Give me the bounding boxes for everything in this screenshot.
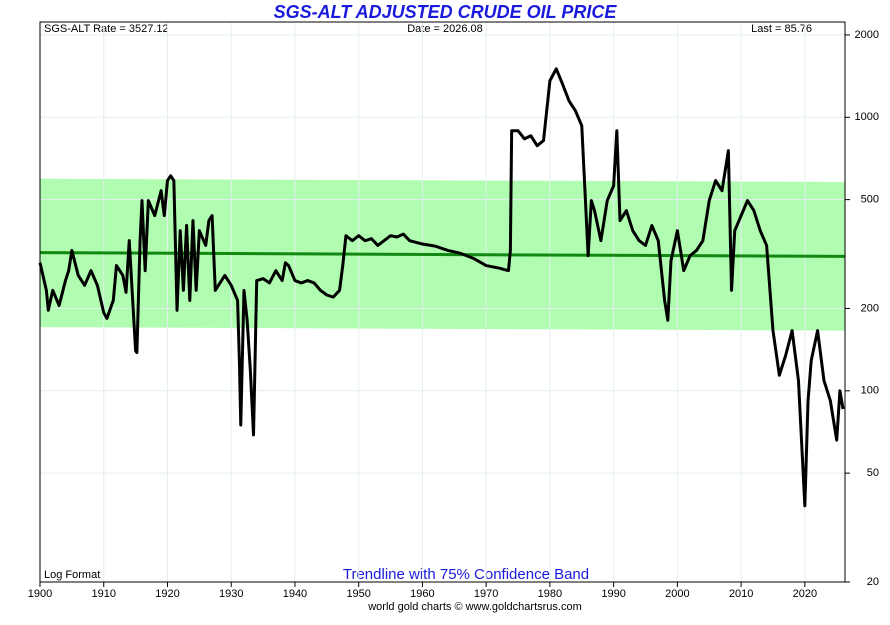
credit: world gold charts © www.goldchartsrus.co… (367, 601, 582, 613)
x-tick-label: 1930 (219, 588, 243, 600)
price-line (38, 67, 845, 508)
subtitle: Trendline with 75% Confidence Band (343, 566, 589, 583)
x-tick-label: 1970 (474, 588, 498, 600)
x-tick-label: 1980 (538, 588, 562, 600)
log-note: Log Format (44, 569, 100, 581)
x-tick-label: 1920 (155, 588, 179, 600)
plot-frame (39, 21, 846, 583)
header-left: SGS-ALT Rate = 3527.12 (44, 23, 169, 35)
y-tick-label: 100 (861, 385, 879, 397)
x-tick-label: 1990 (601, 588, 625, 600)
y-tick-label: 2000 (855, 29, 879, 41)
y-tick-label: 50 (867, 467, 879, 479)
x-tick-label: 1960 (410, 588, 434, 600)
chart-title: SGS-ALT ADJUSTED CRUDE OIL PRICE (274, 2, 618, 22)
x-tick-label: 2010 (729, 588, 753, 600)
x-tick-label: 2020 (793, 588, 817, 600)
header-right: Last = 85.76 (751, 23, 812, 35)
x-tick-label: 1910 (91, 588, 115, 600)
y-tick-label: 500 (861, 194, 879, 206)
header-center: Date = 2026.08 (407, 23, 483, 35)
y-tick-label: 1000 (855, 111, 879, 123)
x-tick-label: 1900 (28, 588, 52, 600)
y-tick-label: 200 (861, 302, 879, 314)
y-tick-label: 20 (867, 576, 879, 588)
x-tick-label: 2000 (665, 588, 689, 600)
x-tick-label: 1940 (283, 588, 307, 600)
x-tick-label: 1950 (346, 588, 370, 600)
